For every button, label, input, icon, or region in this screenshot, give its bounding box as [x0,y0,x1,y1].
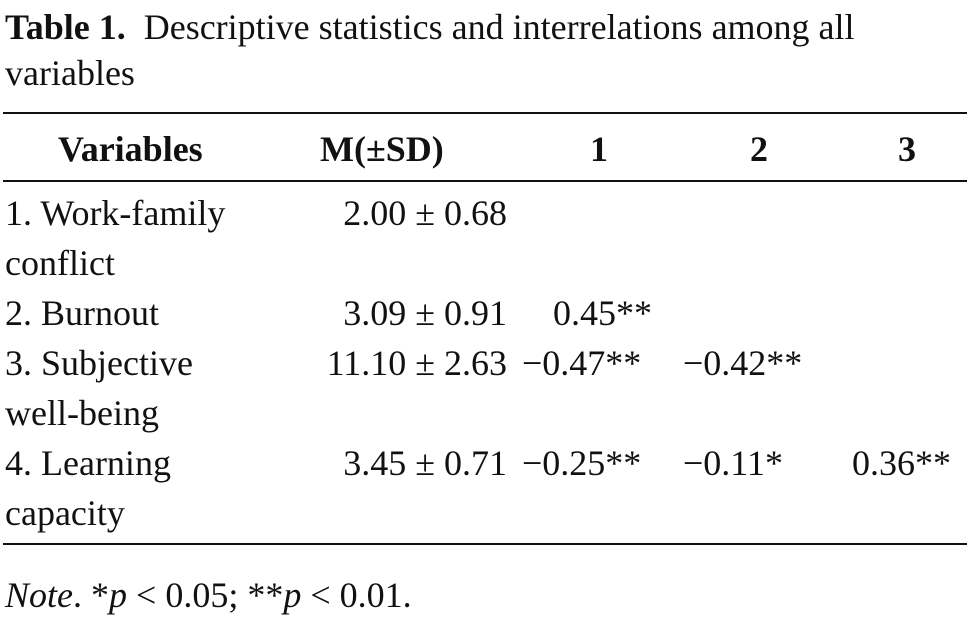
header-col-3: 3 [898,129,916,169]
note-label: Note [5,575,73,615]
header-col-2: 2 [750,129,768,169]
table-bottom-rule [3,543,967,545]
caption-line-1: Table 1. Descriptive statistics and inte… [5,4,967,50]
table-caption: Table 1. Descriptive statistics and inte… [5,4,967,96]
table-row-corr-1: −0.25** [522,443,642,483]
table-row-corr-2: −0.42** [683,343,803,383]
note-text: . *p < 0.05; **p < 0.01. [73,575,412,615]
table-row-msd: 2.00 ± 0.68 [343,193,507,233]
table-row-variable: 1. Work-family conflict [5,193,226,283]
caption-text-line2: variables [5,53,135,93]
table-top-rule [3,112,967,114]
table-row-corr-3: 0.36** [852,443,951,483]
table-row-variable: 3. Subjective well-being [5,343,193,433]
table-row-msd: 11.10 ± 2.63 [326,343,507,383]
caption-label: Table 1. [5,7,126,47]
table-row-msd: 3.09 ± 0.91 [343,293,507,333]
header-msd: M(±SD) [320,129,444,169]
table-note: Note. *p < 0.05; **p < 0.01. [5,572,412,618]
table-row-variable: 2. Burnout [5,293,160,333]
table-row-variable: 4. Learning capacity [5,443,171,533]
table-row-corr-1: −0.47** [522,343,642,383]
table-row-msd: 3.45 ± 0.71 [343,443,507,483]
header-variables: Variables [58,129,203,169]
header-col-1: 1 [590,129,608,169]
table-header-rule [3,180,967,182]
caption-text-line1: Descriptive statistics and interrelation… [143,7,855,47]
table-row-corr-2: −0.11* [683,443,783,483]
table-row-corr-1: 0.45** [553,293,652,333]
